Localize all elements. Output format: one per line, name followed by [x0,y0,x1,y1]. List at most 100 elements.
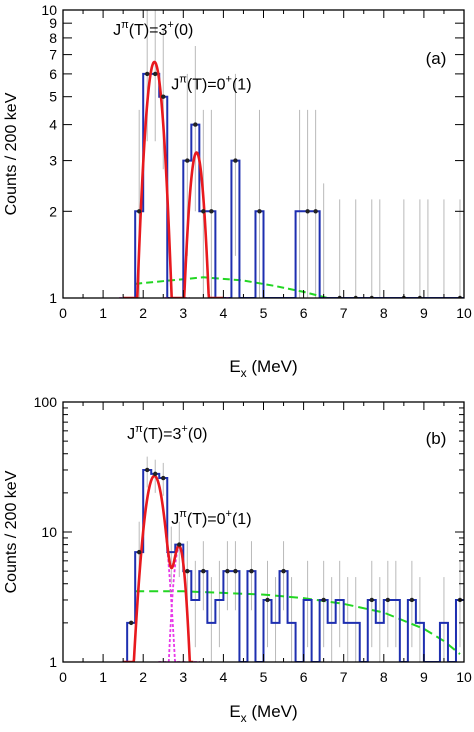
annotation-2: Jπ(T)=0+(1) [171,508,251,528]
annotation-2: Jπ(T)=0+(1) [171,73,251,93]
data-point [153,471,158,477]
data-point [201,568,206,574]
annotation-sup: + [167,19,173,31]
data-point [201,209,206,214]
plot-area [122,456,464,662]
x-tick-label: 6 [300,305,308,321]
x-tick-label: 6 [300,669,308,685]
data-point [128,620,134,626]
x-tick-label: 2 [139,669,147,685]
data-point [369,597,374,603]
annotation-sup: π [179,508,187,520]
annotation-end: (0) [188,426,208,443]
y-tick-label: 100 [34,394,58,410]
y-tick-label: 2 [49,203,57,219]
data-point [305,209,310,214]
y-tick-label: 4 [49,117,57,133]
panel-label: (b) [426,429,447,448]
x-tick-label: 3 [179,669,187,685]
x-tick-label: 2 [139,305,147,321]
y-tick-label: 1 [49,290,57,306]
y-tick-label: 7 [49,47,57,63]
annotation-mid: (T)=0 [187,76,226,93]
data-point [136,209,142,214]
x-tick-label: 7 [340,305,348,321]
x-tick-label: 1 [99,669,107,685]
annotation-end: (0) [174,22,194,39]
data-point [177,542,182,547]
data-point [209,209,214,214]
peak-component-1 [122,475,187,662]
x-tick-label: 4 [220,669,228,685]
x-axis-label: Ex (MeV) [229,702,297,725]
x-tick-label: 8 [380,305,388,321]
x-tick-label: 9 [420,305,428,321]
y-axis-label: Counts / 200 keV [3,92,20,215]
annotation-1: Jπ(T)=3+(0) [113,19,193,39]
background-curve [135,276,328,298]
y-tick-label: 10 [41,2,57,18]
y-tick-label: 3 [49,153,57,169]
x-tick-label: 10 [456,669,472,685]
x-tick-label: 5 [260,305,268,321]
data-point [145,71,150,77]
x-tick-label: 1 [99,305,107,321]
data-point [233,568,238,574]
x-axis-label-unit: (MeV) [247,702,298,721]
x-axis-label-subscript: x [241,711,247,725]
fit-curve [123,474,194,662]
x-axis-label-subscript: x [241,366,247,380]
annotation-sup: + [226,73,232,85]
data-point [385,597,391,603]
data-point [161,94,166,99]
data-point [225,568,230,574]
data-point [313,209,318,214]
x-tick-label: 4 [220,305,228,321]
data-point [193,122,198,127]
peak-component-2 [164,151,229,298]
peak-component-1 [119,61,190,298]
data-point [136,549,142,555]
x-tick-label: 10 [456,305,472,321]
data-point [161,475,166,481]
fit-curve [123,60,224,298]
annotation-sup: π [121,19,129,31]
annotation-sup: + [181,423,187,435]
x-axis-label-main: E [229,357,240,376]
annotation-base: J [171,76,179,93]
annotation-base: J [113,22,121,39]
x-axis-label-main: E [229,702,240,721]
data-point [281,568,286,574]
y-tick-label: 5 [49,89,57,105]
data-point [145,467,150,473]
annotation-1: Jπ(T)=3+(0) [127,423,207,443]
annotation-end: (1) [232,511,252,528]
x-tick-label: 0 [59,669,67,685]
y-axis-label: Counts / 200 keV [3,470,20,593]
data-point [185,158,190,163]
annotation-base: J [171,511,179,528]
data-point [265,597,270,603]
annotation-sup: + [226,508,232,520]
x-axis-label-unit: (MeV) [247,357,298,376]
annotation-mid: (T)=3 [143,426,182,443]
x-tick-label: 8 [380,669,388,685]
panel-label: (a) [426,49,447,68]
annotation-sup: π [135,423,143,435]
data-point [185,568,190,574]
annotation-end: (1) [232,76,252,93]
y-tick-label: 6 [49,66,57,82]
annotation-mid: (T)=3 [129,22,168,39]
data-point [409,597,415,603]
x-axis-label: Ex (MeV) [229,357,297,380]
x-tick-label: 9 [420,669,428,685]
data-point [153,71,158,77]
annotation-sup: π [179,73,187,85]
x-tick-label: 3 [179,305,187,321]
data-point [233,158,238,163]
annotation-mid: (T)=0 [187,511,226,528]
data-point [249,568,254,574]
